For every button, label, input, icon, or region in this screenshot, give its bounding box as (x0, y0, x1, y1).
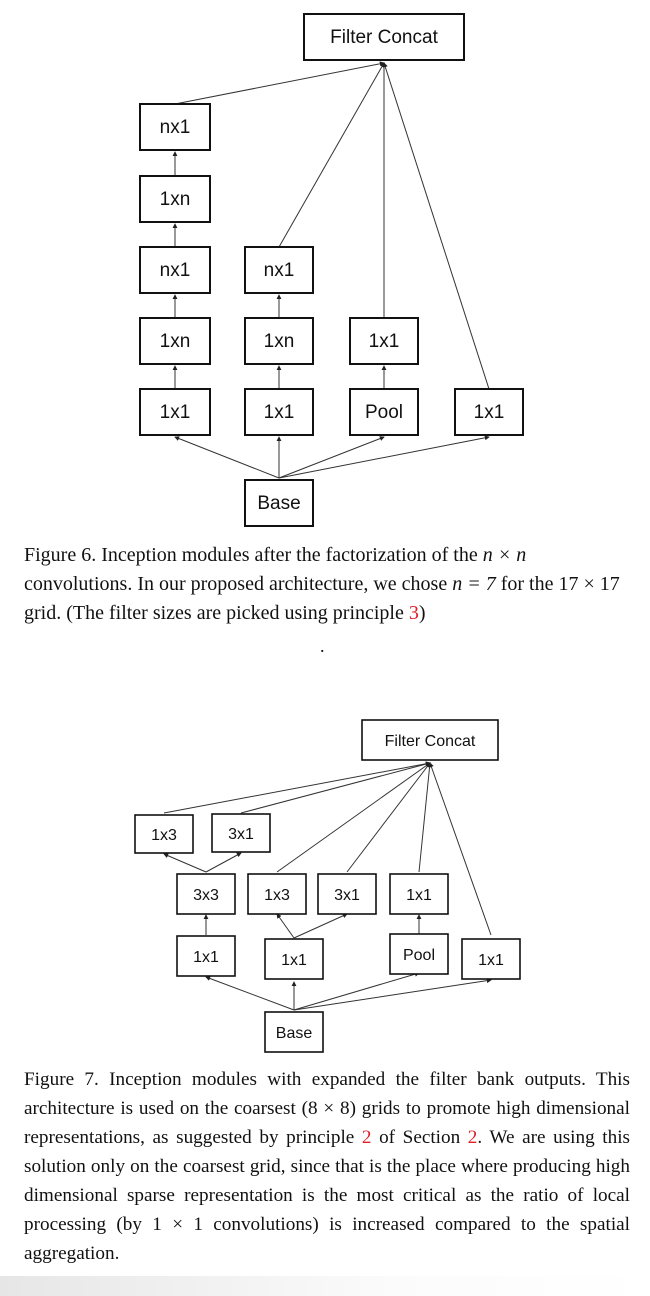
b1-3x3-label-7: 3x3 (193, 887, 219, 904)
edge-b4-to-concat (382, 62, 490, 390)
b2-1x1-label-7: 1x1 (281, 952, 307, 969)
filter-concat-box-7: Filter Concat (361, 719, 499, 761)
caption-math: 1 × 1 (152, 1214, 203, 1235)
b2-1x1-box-7: 1x1 (264, 938, 324, 980)
edge7-b1-3x3-to-1x3 (163, 853, 207, 873)
caption-math: 8 × 8 (308, 1098, 350, 1119)
figure-7-diagram: Filter Concat 1x3 3x1 3x3 1x1 1x3 3x1 (134, 719, 521, 1053)
b1-1x3-box-7: 1x3 (134, 814, 194, 854)
b1-3x3-box-7: 3x3 (176, 873, 236, 915)
edge-b1-to-concat (174, 61, 385, 105)
edge-base-to-b1 (174, 436, 280, 479)
figure-7-caption: Figure 7. Inception modules with expande… (24, 1065, 630, 1268)
filter-concat-label-7: Filter Concat (385, 733, 476, 750)
b3-1x1-label-7: 1x1 (406, 887, 432, 904)
b2-1x3-label-7: 1x3 (264, 887, 290, 904)
b4-1x1-label: 1x1 (474, 402, 505, 423)
b2-1x1-box: 1x1 (244, 388, 314, 436)
b3-pool-label: Pool (365, 402, 403, 423)
figure-6-diagram: Filter Concat nx1 1xn nx1 1xn 1x1 nx1 (139, 13, 524, 527)
edge7-b3-1x1-to-concat (418, 762, 433, 873)
trailing-dot: . (320, 636, 325, 656)
bottom-shadow (0, 1276, 650, 1296)
base-box: Base (244, 479, 314, 527)
b3-pool-box-7: Pool (389, 933, 449, 975)
edge7-b4-to-concat (429, 762, 492, 936)
edge7-b2-1x1-to-3x1 (293, 913, 348, 939)
b1-nx1-top-label: nx1 (160, 117, 191, 138)
b1-1xn-lower-label: 1xn (160, 331, 191, 352)
base-label-7: Base (276, 1025, 313, 1042)
b3-pool-box: Pool (349, 388, 419, 436)
base-box-7: Base (264, 1011, 324, 1053)
b2-1xn-label: 1xn (264, 331, 295, 352)
edge-base-to-b3 (278, 436, 385, 479)
b4-1x1-box: 1x1 (454, 388, 524, 436)
edge7-b2-1x3-to-concat (276, 762, 431, 873)
edge7-b2-1x1-to-1x3 (276, 913, 295, 939)
caption-text: grid. (The filter sizes are picked using… (24, 602, 409, 624)
caption-text: Figure 6. Inception modules after the fa… (24, 544, 483, 566)
b1-1x1-label-7: 1x1 (193, 949, 219, 966)
b3-1x1-label: 1x1 (369, 331, 400, 352)
base-label: Base (257, 493, 300, 514)
b4-1x1-label-7: 1x1 (478, 952, 504, 969)
caption-text: convolutions) is increased compared to t… (24, 1214, 631, 1264)
edge-base-to-b4 (278, 435, 490, 479)
b1-1xn-upper-label: 1xn (160, 189, 191, 210)
b3-1x1-box: 1x1 (349, 317, 419, 365)
principle-reference-link[interactable]: 3 (408, 602, 419, 624)
b1-1x1-box-7: 1x1 (176, 935, 236, 977)
b1-1xn-lower-box: 1xn (139, 317, 211, 365)
b2-1x1-label: 1x1 (264, 402, 295, 423)
principle-reference-link[interactable]: 2 (361, 1127, 372, 1148)
b2-1xn-box: 1xn (244, 317, 314, 365)
b1-nx1-top-box: nx1 (139, 103, 211, 151)
figure-6-caption: Figure 6. Inception modules after the fa… (24, 541, 630, 628)
b2-nx1-label: nx1 (264, 260, 295, 281)
edge7-b2-3x1-to-concat (346, 762, 431, 873)
b1-nx1-mid-label: nx1 (160, 260, 191, 281)
caption-text: ) (418, 602, 426, 624)
filter-concat-box: Filter Concat (303, 13, 465, 61)
section-reference-link[interactable]: 2 (467, 1127, 478, 1148)
b1-1x1-label: 1x1 (160, 402, 191, 423)
b2-1x3-box-7: 1x3 (247, 873, 307, 915)
b1-3x1-box-7: 3x1 (211, 813, 271, 853)
b1-3x1-label-7: 3x1 (228, 826, 254, 843)
caption-math: 17 × 17 (558, 573, 620, 595)
caption-text: . We are using this solution only on the… (24, 1127, 630, 1235)
b2-3x1-label-7: 3x1 (334, 887, 360, 904)
b3-1x1-box-7: 1x1 (389, 873, 449, 915)
caption-text: Figure 7. Inception modules with expande… (24, 1069, 630, 1119)
filter-concat-label: Filter Concat (330, 27, 438, 48)
caption-math: n = 7 (452, 573, 496, 595)
edge7-b1-3x1-to-concat (240, 761, 431, 814)
b1-1x1-box: 1x1 (139, 388, 211, 436)
edge7-base-to-b1 (205, 976, 295, 1011)
b3-pool-label-7: Pool (403, 947, 435, 964)
caption-text: convolutions. In our proposed architectu… (24, 573, 453, 595)
edge-b2-to-concat (278, 62, 385, 248)
b1-1xn-upper-box: 1xn (139, 175, 211, 223)
figure-7-edges (163, 761, 492, 1011)
caption-math: n × n (482, 544, 527, 566)
edge7-b1-1x3-to-concat (163, 761, 431, 814)
b2-nx1-box: nx1 (244, 246, 314, 294)
edge7-b1-3x3-to-3x1 (205, 852, 242, 873)
b2-3x1-box-7: 3x1 (317, 873, 377, 915)
edge7-base-to-b4 (293, 978, 492, 1011)
edge7-base-to-b3 (293, 971, 420, 1011)
b1-nx1-mid-box: nx1 (139, 246, 211, 294)
b1-1x3-label-7: 1x3 (151, 827, 177, 844)
caption-text: of Section (371, 1127, 468, 1148)
b4-1x1-box-7: 1x1 (461, 938, 521, 980)
caption-text: ) grids to promote high dimensional repr… (24, 1098, 631, 1148)
figure-6-edges (172, 61, 490, 479)
caption-text: for the (495, 573, 559, 595)
